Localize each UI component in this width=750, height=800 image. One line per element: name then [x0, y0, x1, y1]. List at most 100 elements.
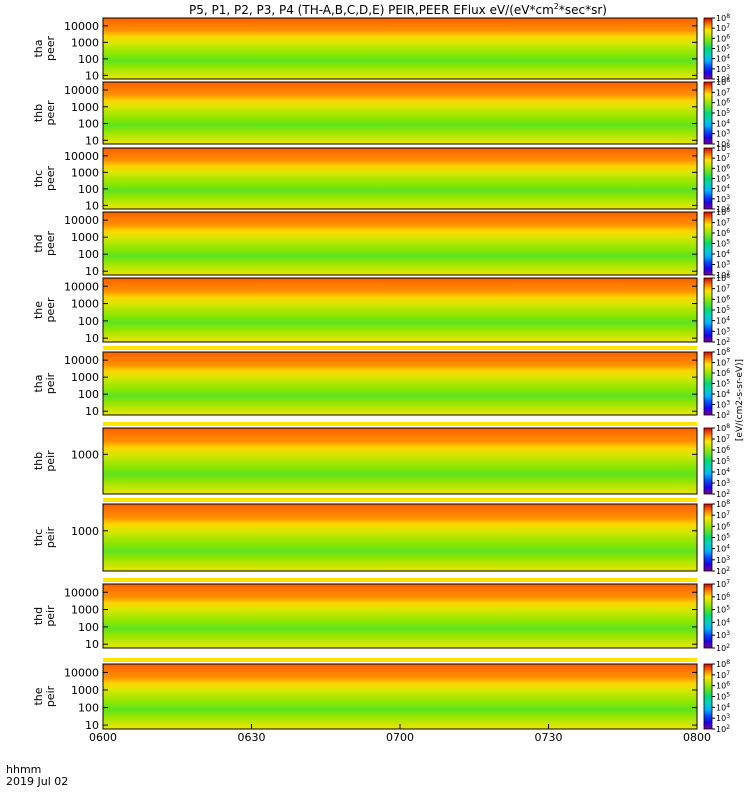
colorbar: 102 103 104 105 106 107 — [703, 579, 730, 653]
y-tick-label: 100 — [78, 621, 99, 634]
y-tick-label: 10 — [85, 332, 99, 345]
y-tick-label: 10 — [85, 719, 99, 732]
colorbar-tick-label: 102 — [716, 270, 730, 280]
colorbar-scale — [703, 427, 713, 495]
spectrogram-image — [103, 664, 697, 729]
colorbar-tick-label: 102 — [716, 566, 730, 576]
colorbar-tick-label: 106 — [716, 33, 730, 43]
colorbar-scale — [703, 663, 713, 730]
y-tick-label: 1000 — [71, 101, 99, 114]
spectrogram-image — [103, 504, 697, 571]
colorbar-tick-label: 108 — [716, 143, 730, 153]
y-tick-label: 1000 — [71, 448, 99, 461]
colorbar-tick-label: 107 — [716, 23, 730, 33]
colorbar-tick-label: 104 — [716, 617, 730, 627]
colorbar-tick-label: 102 — [716, 139, 730, 149]
x-tick-label: 0730 — [535, 731, 563, 744]
colorbar-tick-label: 104 — [716, 184, 730, 194]
colorbar-tick-label: 105 — [716, 108, 730, 118]
colorbar-scale — [703, 211, 713, 276]
colorbar-tick-label: 107 — [716, 284, 730, 294]
colorbar-tick-label: 102 — [716, 724, 730, 734]
colorbar-tick-label: 104 — [716, 316, 730, 326]
colorbar-tick-label: 108 — [716, 659, 730, 669]
y-tick-label: 1000 — [71, 604, 99, 617]
colorbar-tick-label: 105 — [716, 533, 730, 543]
colorbar-tick-label: 107 — [716, 153, 730, 163]
spectrogram-image — [103, 148, 697, 209]
x-axis-label: hhmm — [6, 763, 41, 776]
colorbar-tick-label: 102 — [716, 410, 730, 420]
colorbar-label: [eV/(cm2-s-sr-eV)] — [735, 359, 745, 441]
panel-probe-label: the — [32, 301, 45, 319]
colorbar-tick-label: 104 — [716, 118, 730, 128]
panel-probe-label: tha — [32, 39, 45, 57]
colorbar-tick-label: 107 — [716, 358, 730, 368]
colorbar-scale — [703, 583, 713, 649]
colorbar-tick-label: 106 — [716, 445, 730, 455]
colorbar-scale — [703, 503, 713, 572]
colorbar-scale — [703, 147, 713, 210]
panel-frame — [102, 147, 698, 210]
panel-frame — [102, 17, 698, 80]
panel-instrument-label: peir — [44, 450, 57, 472]
panel-probe-label: thc — [32, 170, 45, 187]
colorbar-tick-label: 106 — [716, 163, 730, 173]
colorbar-tick-label: 108 — [716, 207, 730, 217]
colorbar-tick-label: 103 — [716, 555, 730, 565]
panel-instrument-label: peir — [44, 526, 57, 548]
quality-strip — [103, 422, 697, 426]
y-tick-label: 1000 — [71, 371, 99, 384]
x-axis-date: 2019 Jul 02 — [6, 775, 68, 788]
panel-frame — [102, 427, 698, 495]
colorbar-tick-label: 106 — [716, 98, 730, 108]
panel-instrument-label: peer — [44, 166, 57, 192]
panel-instrument-label: peer — [44, 100, 57, 126]
x-tick-label: 0700 — [386, 731, 414, 744]
panel-frame — [102, 503, 698, 572]
y-tick-label: 100 — [78, 118, 99, 131]
y-tick-label: 100 — [78, 388, 99, 401]
y-tick-label: 10 — [85, 134, 99, 147]
colorbar-tick-label: 103 — [716, 64, 730, 74]
spectrogram-image — [103, 212, 697, 275]
colorbar-tick-label: 105 — [716, 379, 730, 389]
colorbar-tick-label: 108 — [716, 77, 730, 87]
colorbar-scale — [703, 17, 713, 80]
colorbar-tick-label: 104 — [716, 389, 730, 399]
panel-probe-label: tha — [32, 374, 45, 392]
panel-frame — [102, 211, 698, 276]
time-axis: 0600 0630 0700 0730 0800 — [89, 724, 711, 744]
colorbar-tick-label: 106 — [716, 368, 730, 378]
panel-frame — [102, 81, 698, 145]
y-tick-label: 10000 — [64, 280, 99, 293]
colorbar-tick-label: 105 — [716, 605, 730, 615]
colorbar-scale — [703, 351, 713, 416]
colorbar-tick-label: 104 — [716, 544, 730, 554]
colorbar-tick-label: 105 — [716, 456, 730, 466]
colorbar-tick-label: 105 — [716, 692, 730, 702]
colorbar-tick-label: 103 — [716, 713, 730, 723]
colorbar-tick-label: 102 — [716, 337, 730, 347]
colorbar-tick-label: 108 — [716, 423, 730, 433]
spectrogram-image — [103, 428, 697, 494]
y-tick-label: 10000 — [64, 84, 99, 97]
panel-probe-label: thc — [32, 529, 45, 546]
colorbar-tick-label: 105 — [716, 174, 730, 184]
y-tick-label: 1000 — [71, 525, 99, 538]
colorbar-tick-label: 106 — [716, 294, 730, 304]
panel-frame — [102, 277, 698, 343]
quality-strip — [103, 578, 697, 582]
panel-frame — [102, 351, 698, 416]
panel-instrument-label: peir — [44, 685, 57, 707]
figure-title: P5, P1, P2, P3, P4 (TH-A,B,C,D,E) PEIR,P… — [189, 2, 607, 17]
